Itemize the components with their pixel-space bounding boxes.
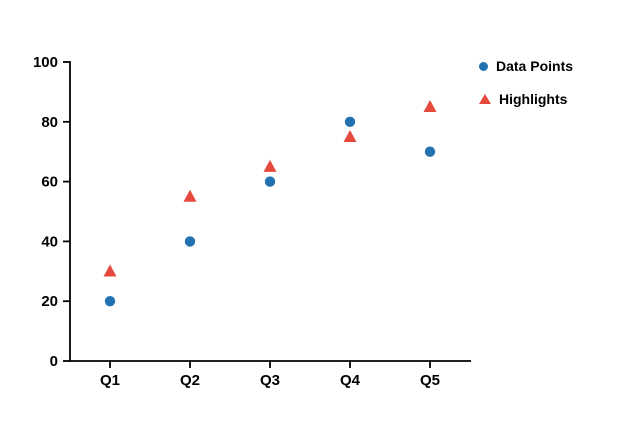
y-tick-label: 0 — [50, 353, 58, 370]
scatter-point-data-points — [264, 176, 276, 187]
circle-marker-icon — [479, 61, 488, 71]
y-tick-label: 60 — [41, 174, 58, 191]
y-tick-label: 80 — [41, 114, 58, 131]
y-tick-label: 20 — [41, 293, 58, 310]
legend-label-highlights: Highlights — [499, 91, 568, 107]
scatter-point-highlights — [423, 100, 437, 113]
scatter-point-data-points — [344, 116, 356, 128]
x-tick-label: Q3 — [260, 372, 280, 389]
scatter-point-highlights — [103, 264, 117, 277]
x-tick-label: Q5 — [420, 372, 440, 389]
scatter-point-highlights — [183, 189, 197, 202]
scatter-point-highlights — [343, 129, 357, 142]
y-tick-label: 40 — [41, 233, 58, 250]
legend-item-highlights: Highlights — [479, 91, 609, 107]
axes-lines — [69, 61, 471, 362]
triangle-marker-icon — [479, 94, 491, 104]
legend-label-data-points: Data Points — [496, 58, 574, 74]
scatter-point-data-points — [424, 146, 436, 157]
y-tick-label: 100 — [33, 54, 58, 71]
x-tick-label: Q2 — [180, 372, 200, 389]
scatter-point-data-points — [104, 296, 116, 307]
scatter-point-highlights — [263, 159, 277, 172]
x-tick-label: Q4 — [340, 372, 361, 389]
legend: Data Points Highlights — [479, 58, 609, 124]
legend-item-data-points: Data Points — [479, 58, 609, 74]
scatter-point-data-points — [184, 236, 196, 247]
x-tick-label: Q1 — [100, 372, 120, 389]
